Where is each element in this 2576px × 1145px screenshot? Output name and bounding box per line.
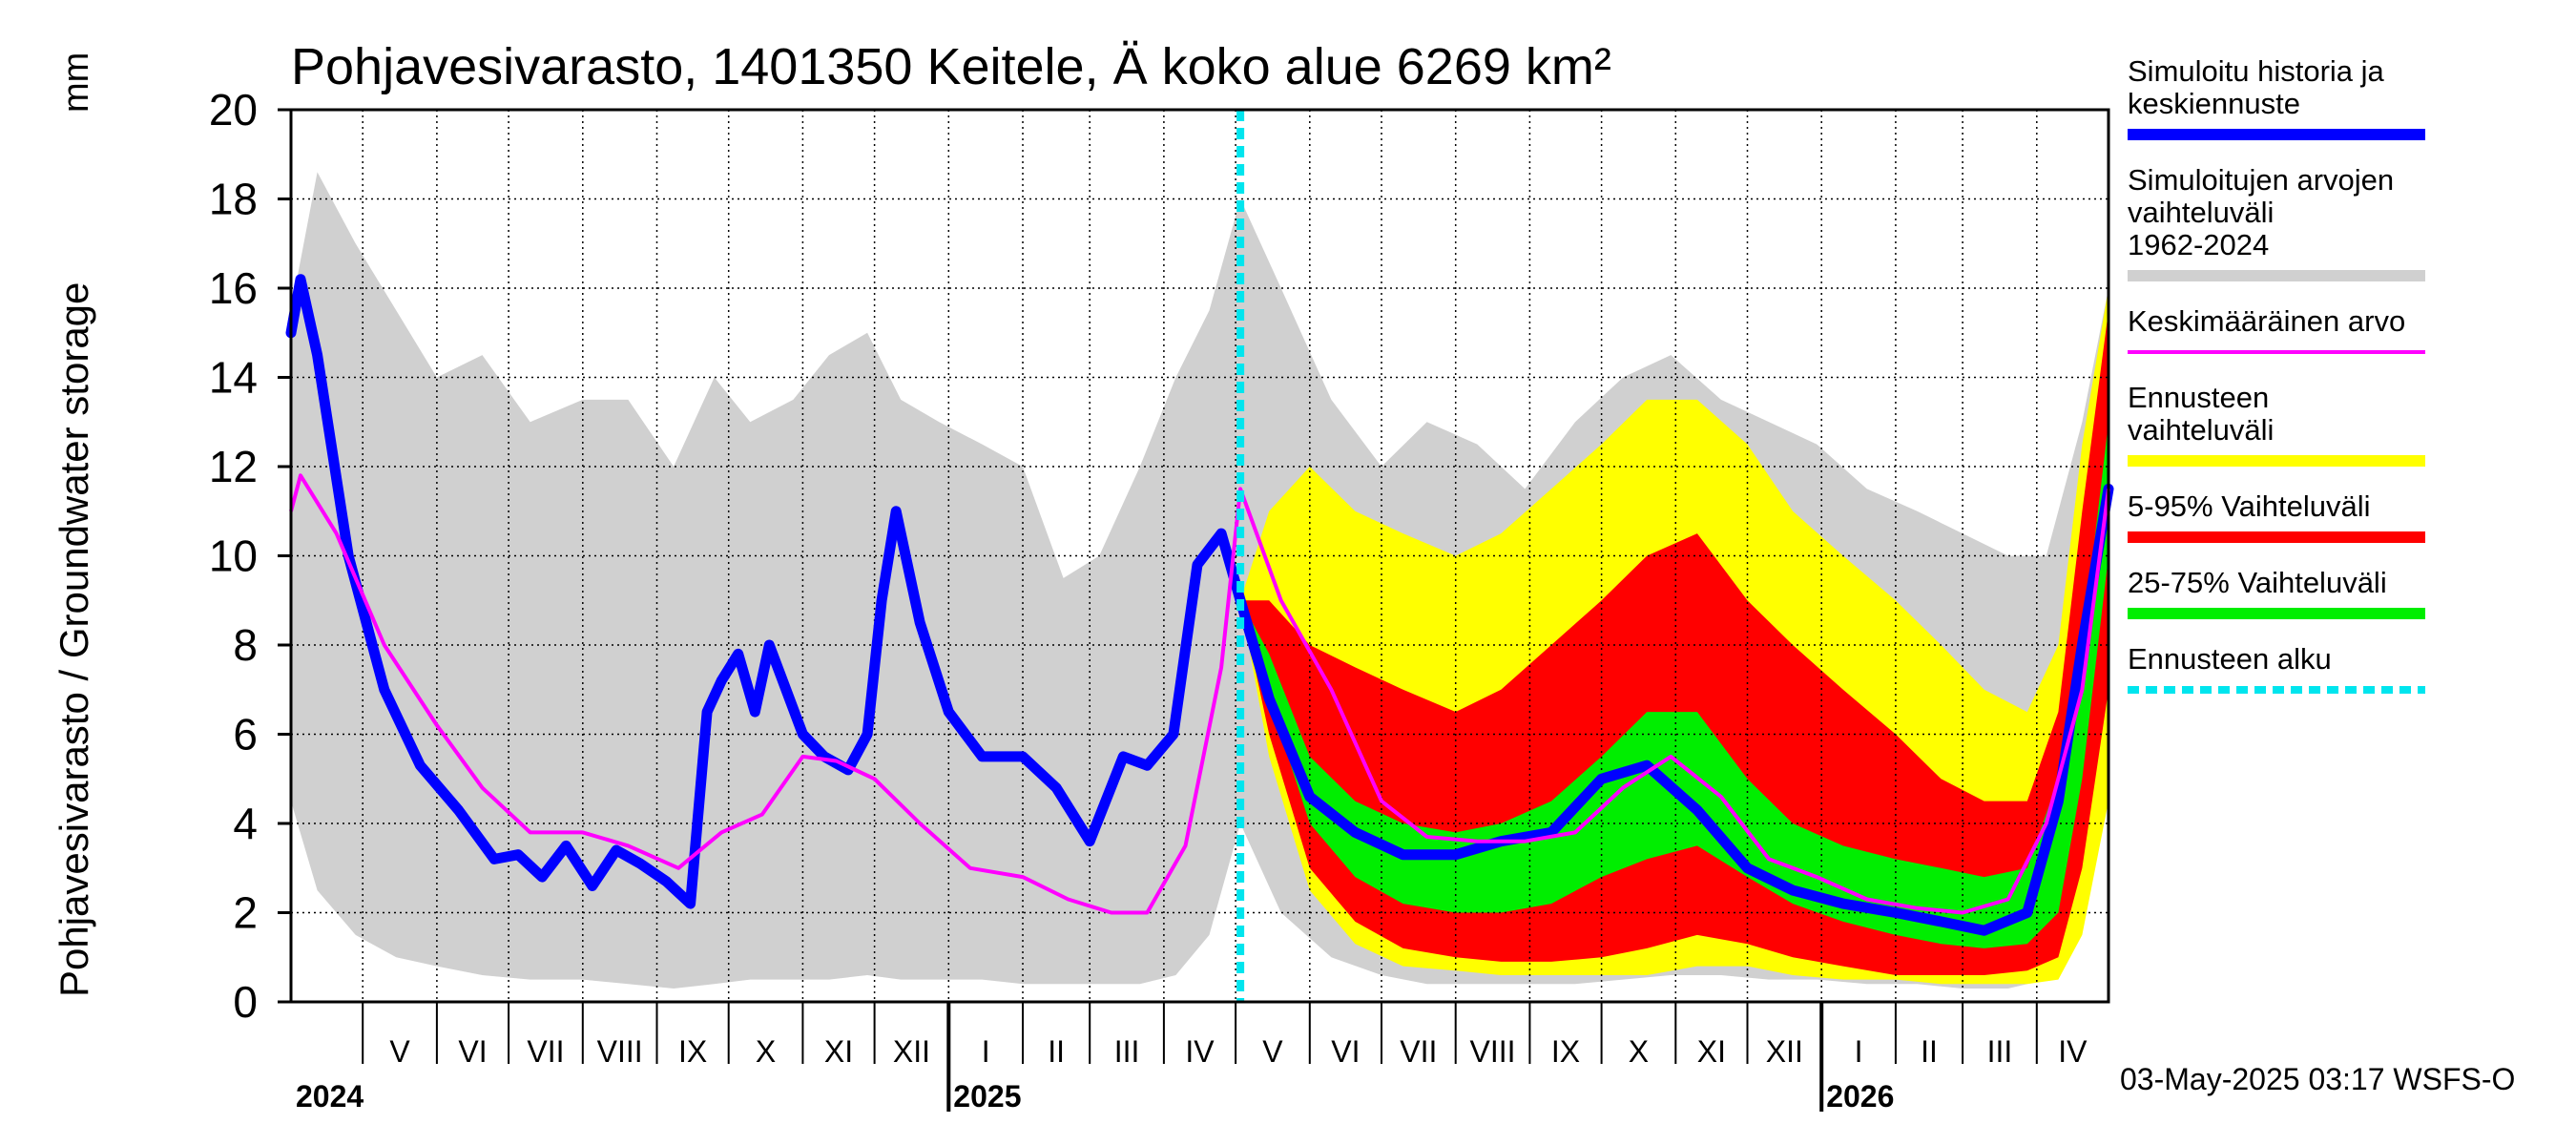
y-tick-label: 6 [233, 710, 258, 760]
legend-label: Keskimääräinen arvo [2128, 304, 2405, 338]
y-axis-ticks: 0 2 4 6 8 10 12 14 16 18 20 [209, 85, 291, 1027]
mean-series-line [289, 473, 2110, 915]
month-label: II [1921, 1034, 1938, 1069]
month-label: VII [1400, 1034, 1437, 1069]
y-tick-label: 12 [209, 442, 258, 491]
month-label: XII [1766, 1034, 1803, 1069]
year-label: 2026 [1826, 1079, 1894, 1114]
y-tick-label: 18 [209, 175, 258, 224]
legend-label: Ennusteen alku [2128, 642, 2332, 676]
y-axis-label: Pohjavesivarasto / Groundwater storage [52, 282, 96, 997]
y-tick-label: 4 [233, 799, 258, 848]
lines-layer [285, 110, 2114, 1002]
band-5-95 [1240, 310, 2109, 975]
month-label: XI [824, 1034, 853, 1069]
y-tick-label: 2 [233, 888, 258, 938]
month-label: V [1262, 1034, 1283, 1069]
month-label: XII [893, 1034, 930, 1069]
month-label: IX [1551, 1034, 1580, 1069]
legend: Simuloitu historia ja keskiennuste Simuloi… [2128, 54, 2425, 694]
y-tick-label: 14 [209, 353, 258, 403]
y-tick-label: 10 [209, 531, 258, 581]
y-tick-label: 16 [209, 263, 258, 313]
simulated-series-line [285, 274, 2114, 936]
y-tick-label: 0 [233, 977, 258, 1027]
y-axis-unit: mm [56, 52, 96, 113]
forecast-bands-layer [1240, 288, 2109, 985]
year-label: 2024 [296, 1079, 364, 1114]
month-label: VI [1331, 1034, 1360, 1069]
month-label: IV [1185, 1034, 1215, 1069]
timestamp: 03-May-2025 03:17 WSFS-O [2120, 1062, 2515, 1096]
month-label: X [756, 1034, 776, 1069]
month-label: X [1629, 1034, 1649, 1069]
legend-label: 5-95% Vaihteluväli [2128, 489, 2370, 523]
legend-label: Simuloitujen arvojen vaihteluväli 1962-202… [2128, 163, 2394, 261]
month-label: IV [2058, 1034, 2088, 1069]
month-label: VII [527, 1034, 564, 1069]
month-label: VIII [597, 1034, 643, 1069]
month-label: XI [1697, 1034, 1726, 1069]
month-label: VIII [1470, 1034, 1516, 1069]
year-label: 2025 [953, 1079, 1021, 1114]
y-tick-label: 20 [209, 85, 258, 135]
y-tick-label: 8 [233, 620, 258, 670]
month-label: VI [458, 1034, 487, 1069]
month-label: I [982, 1034, 990, 1069]
month-label: III [1114, 1034, 1140, 1069]
month-label: III [1987, 1034, 2013, 1069]
legend-label: Ennusteen vaihteluväli [2128, 381, 2274, 447]
month-label: II [1048, 1034, 1065, 1069]
legend-label: 25-75% Vaihteluväli [2128, 566, 2387, 599]
band-25-75 [1240, 422, 2109, 948]
month-label: IX [678, 1034, 707, 1069]
chart-title: Pohjavesivarasto, 1401350 Keitele, Ä kok… [291, 38, 1611, 95]
month-label: V [389, 1034, 410, 1069]
legend-label: Simuloitu historia ja keskiennuste [2128, 54, 2385, 120]
month-label: I [1855, 1034, 1863, 1069]
x-axis: V VI VII VIII IX X XI XII I II III IV V VI VII VIII IX X X… [296, 1002, 2088, 1114]
